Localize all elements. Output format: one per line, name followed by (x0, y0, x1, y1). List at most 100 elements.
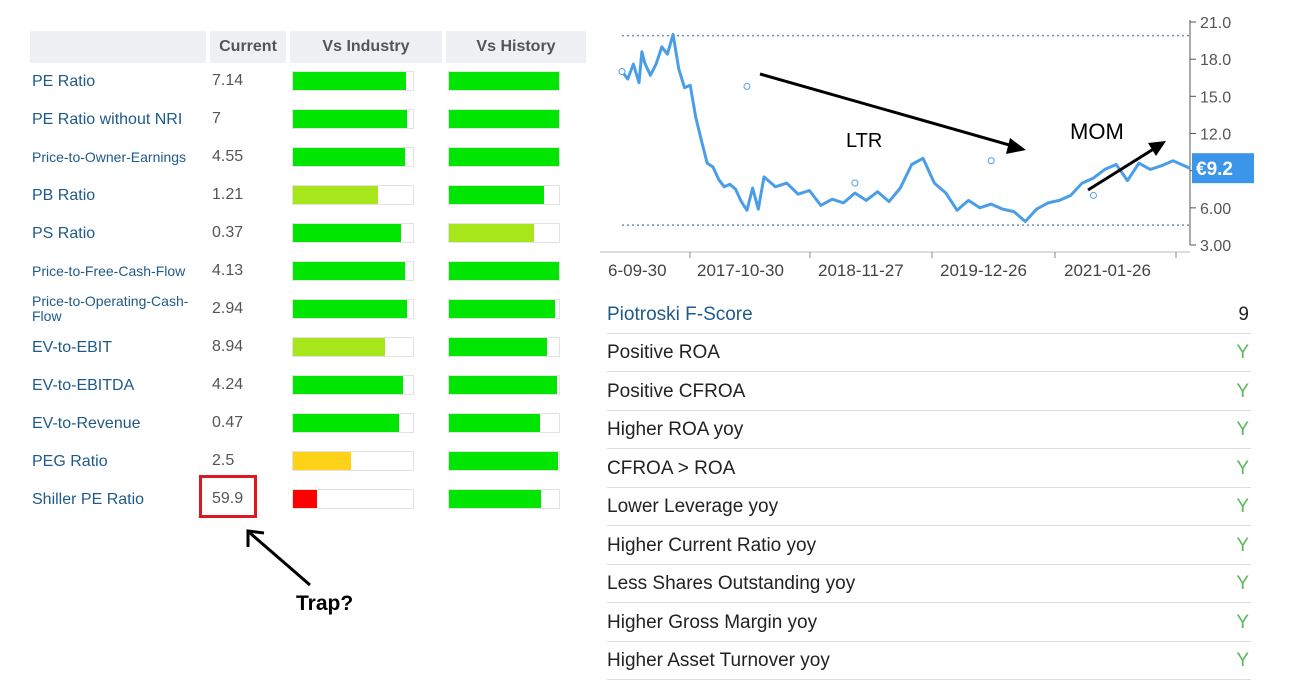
ltr-arrow (759, 72, 1021, 150)
fscore-criterion: Positive ROA (607, 342, 720, 363)
fscore-row: Positive CFROA Y (607, 373, 1251, 411)
ratio-label[interactable]: Price-to-Owner-Earnings (32, 148, 187, 165)
table-row: EV-to-EBIT 8.94 (30, 328, 586, 366)
table-row: EV-to-EBITDA 4.24 (30, 366, 586, 404)
fscore-result: Y (1236, 650, 1249, 671)
mom-arrow (1087, 143, 1161, 192)
table-row: Price-to-Operating-Cash-Flow 2.94 (30, 290, 586, 328)
fscore-row: Positive ROA Y (607, 334, 1251, 372)
table-row: Price-to-Owner-Earnings 4.55 (30, 138, 586, 176)
fscore-row: Higher Gross Margin yoy Y (607, 604, 1251, 642)
vs-industry-bar (292, 413, 414, 433)
ratio-label[interactable]: EV-to-EBIT (32, 338, 113, 356)
fscore-criterion: Higher Gross Margin yoy (607, 611, 818, 633)
ratio-label[interactable]: Price-to-Operating-Cash-Flow (32, 293, 189, 324)
vs-industry-bar (292, 299, 414, 319)
fscore-row: Less Shares Outstanding yoy Y (607, 565, 1251, 603)
y-tick-label: 18.0 (1200, 52, 1231, 69)
ltr-label: LTR (846, 130, 883, 152)
vs-history-bar-fill (449, 148, 559, 166)
fscore-criterion: Higher ROA yoy (607, 419, 744, 440)
table-row: EV-to-Revenue 0.47 (30, 404, 586, 442)
vs-history-bar (448, 299, 560, 319)
ratio-current-value: 0.37 (212, 224, 244, 241)
vs-history-bar (448, 223, 560, 243)
fscore-row: Higher Current Ratio yoy Y (607, 527, 1251, 565)
fscore-row: Higher ROA yoy Y (607, 411, 1251, 449)
ratio-label[interactable]: PS Ratio (32, 224, 96, 242)
x-tick-label: 2021-01-26 (1064, 261, 1151, 280)
header-industry-bg (290, 31, 442, 63)
ratio-current-value: 7.14 (212, 72, 244, 89)
fscore-criterion: Higher Current Ratio yoy (607, 534, 817, 556)
y-tick-label: 3.00 (1200, 238, 1231, 255)
ratio-label[interactable]: PB Ratio (32, 186, 96, 204)
table-row: PS Ratio 0.37 (30, 214, 586, 252)
ratio-current-value: 2.5 (212, 452, 235, 469)
ratio-label[interactable]: PE Ratio (32, 72, 96, 90)
table-row: PEG Ratio 2.5 (30, 442, 586, 480)
header-blank (30, 31, 206, 63)
ratio-label[interactable]: PE Ratio without NRI (32, 110, 183, 128)
trap-label: Trap? (296, 592, 354, 615)
ratio-label[interactable]: Shiller PE Ratio (32, 490, 145, 508)
fscore-result: Y (1236, 534, 1249, 556)
header-vs-history: Vs History (476, 38, 556, 55)
vs-industry-bar-fill (293, 110, 407, 128)
fscore-result: Y (1236, 496, 1249, 517)
vs-industry-bar-fill (293, 376, 404, 394)
ltr-arrowhead (1006, 138, 1026, 154)
ratio-current-value: 4.55 (212, 148, 244, 165)
table-row: Shiller PE Ratio 59.9 (30, 480, 586, 518)
ratio-current-value: 4.24 (212, 376, 244, 393)
fscore-criterion: Positive CFROA (607, 380, 746, 402)
mom-label: MOM (1070, 119, 1124, 144)
price-marker (1089, 191, 1097, 199)
y-tick-label: 21.0 (1200, 15, 1231, 32)
ratio-label[interactable]: PEG Ratio (32, 452, 108, 470)
ratio-current-value: 1.21 (212, 186, 244, 203)
ratio-label[interactable]: Price-to-Free-Cash-Flow (32, 262, 186, 279)
vs-history-bar-fill (449, 110, 559, 128)
vs-history-bar (448, 489, 560, 509)
vs-history-bar (448, 261, 560, 281)
vs-industry-bar (292, 451, 414, 471)
header-vs-industry: Vs Industry (322, 38, 410, 55)
ratio-current-value: 59.9 (212, 490, 244, 507)
vs-history-bar-fill (449, 452, 558, 470)
ratio-current-value: 2.94 (212, 300, 244, 317)
header-current: Current (219, 38, 277, 55)
vs-history-bar (448, 375, 560, 395)
vs-history-bar-fill (449, 186, 544, 204)
fscore-score: 9 (1238, 304, 1249, 325)
current-price-label: €9.2 (1196, 159, 1233, 180)
vs-history-bar (448, 413, 560, 433)
x-tick-label: 2019-12-26 (940, 261, 1027, 280)
vs-industry-bar (292, 185, 414, 205)
table-row: Price-to-Free-Cash-Flow 4.13 (30, 252, 586, 290)
fscore-row: Lower Leverage yoy Y (607, 488, 1251, 526)
vs-industry-bar-fill (293, 262, 405, 280)
x-tick-label: 2017-10-30 (697, 261, 784, 280)
fscore-criterion: CFROA > ROA (607, 457, 736, 479)
vs-industry-bar-fill (293, 72, 406, 90)
vs-history-bar (448, 185, 560, 205)
ratio-label[interactable]: EV-to-EBITDA (32, 376, 135, 394)
vs-history-bar (448, 147, 560, 167)
header-current-bg (210, 31, 286, 63)
ratio-label[interactable]: EV-to-Revenue (32, 414, 141, 432)
ratio-current-value: 7 (212, 110, 221, 127)
vs-history-bar (448, 451, 560, 471)
x-tick-label: 2018-11-27 (818, 261, 904, 280)
fscore-result: Y (1236, 419, 1249, 440)
fscore-result: Y (1236, 573, 1249, 594)
vs-industry-bar (292, 489, 414, 509)
fscore-criterion: Lower Leverage yoy (607, 496, 779, 517)
x-tick-label: 6-09-30 (608, 261, 667, 280)
ratio-current-value: 4.13 (212, 262, 244, 279)
trap-arrow (246, 529, 311, 587)
fscore-title[interactable]: Piotroski F-Score (607, 304, 753, 325)
vs-industry-bar (292, 147, 414, 167)
vs-industry-bar-fill (293, 452, 351, 470)
y-tick-label: 12.0 (1200, 127, 1231, 144)
